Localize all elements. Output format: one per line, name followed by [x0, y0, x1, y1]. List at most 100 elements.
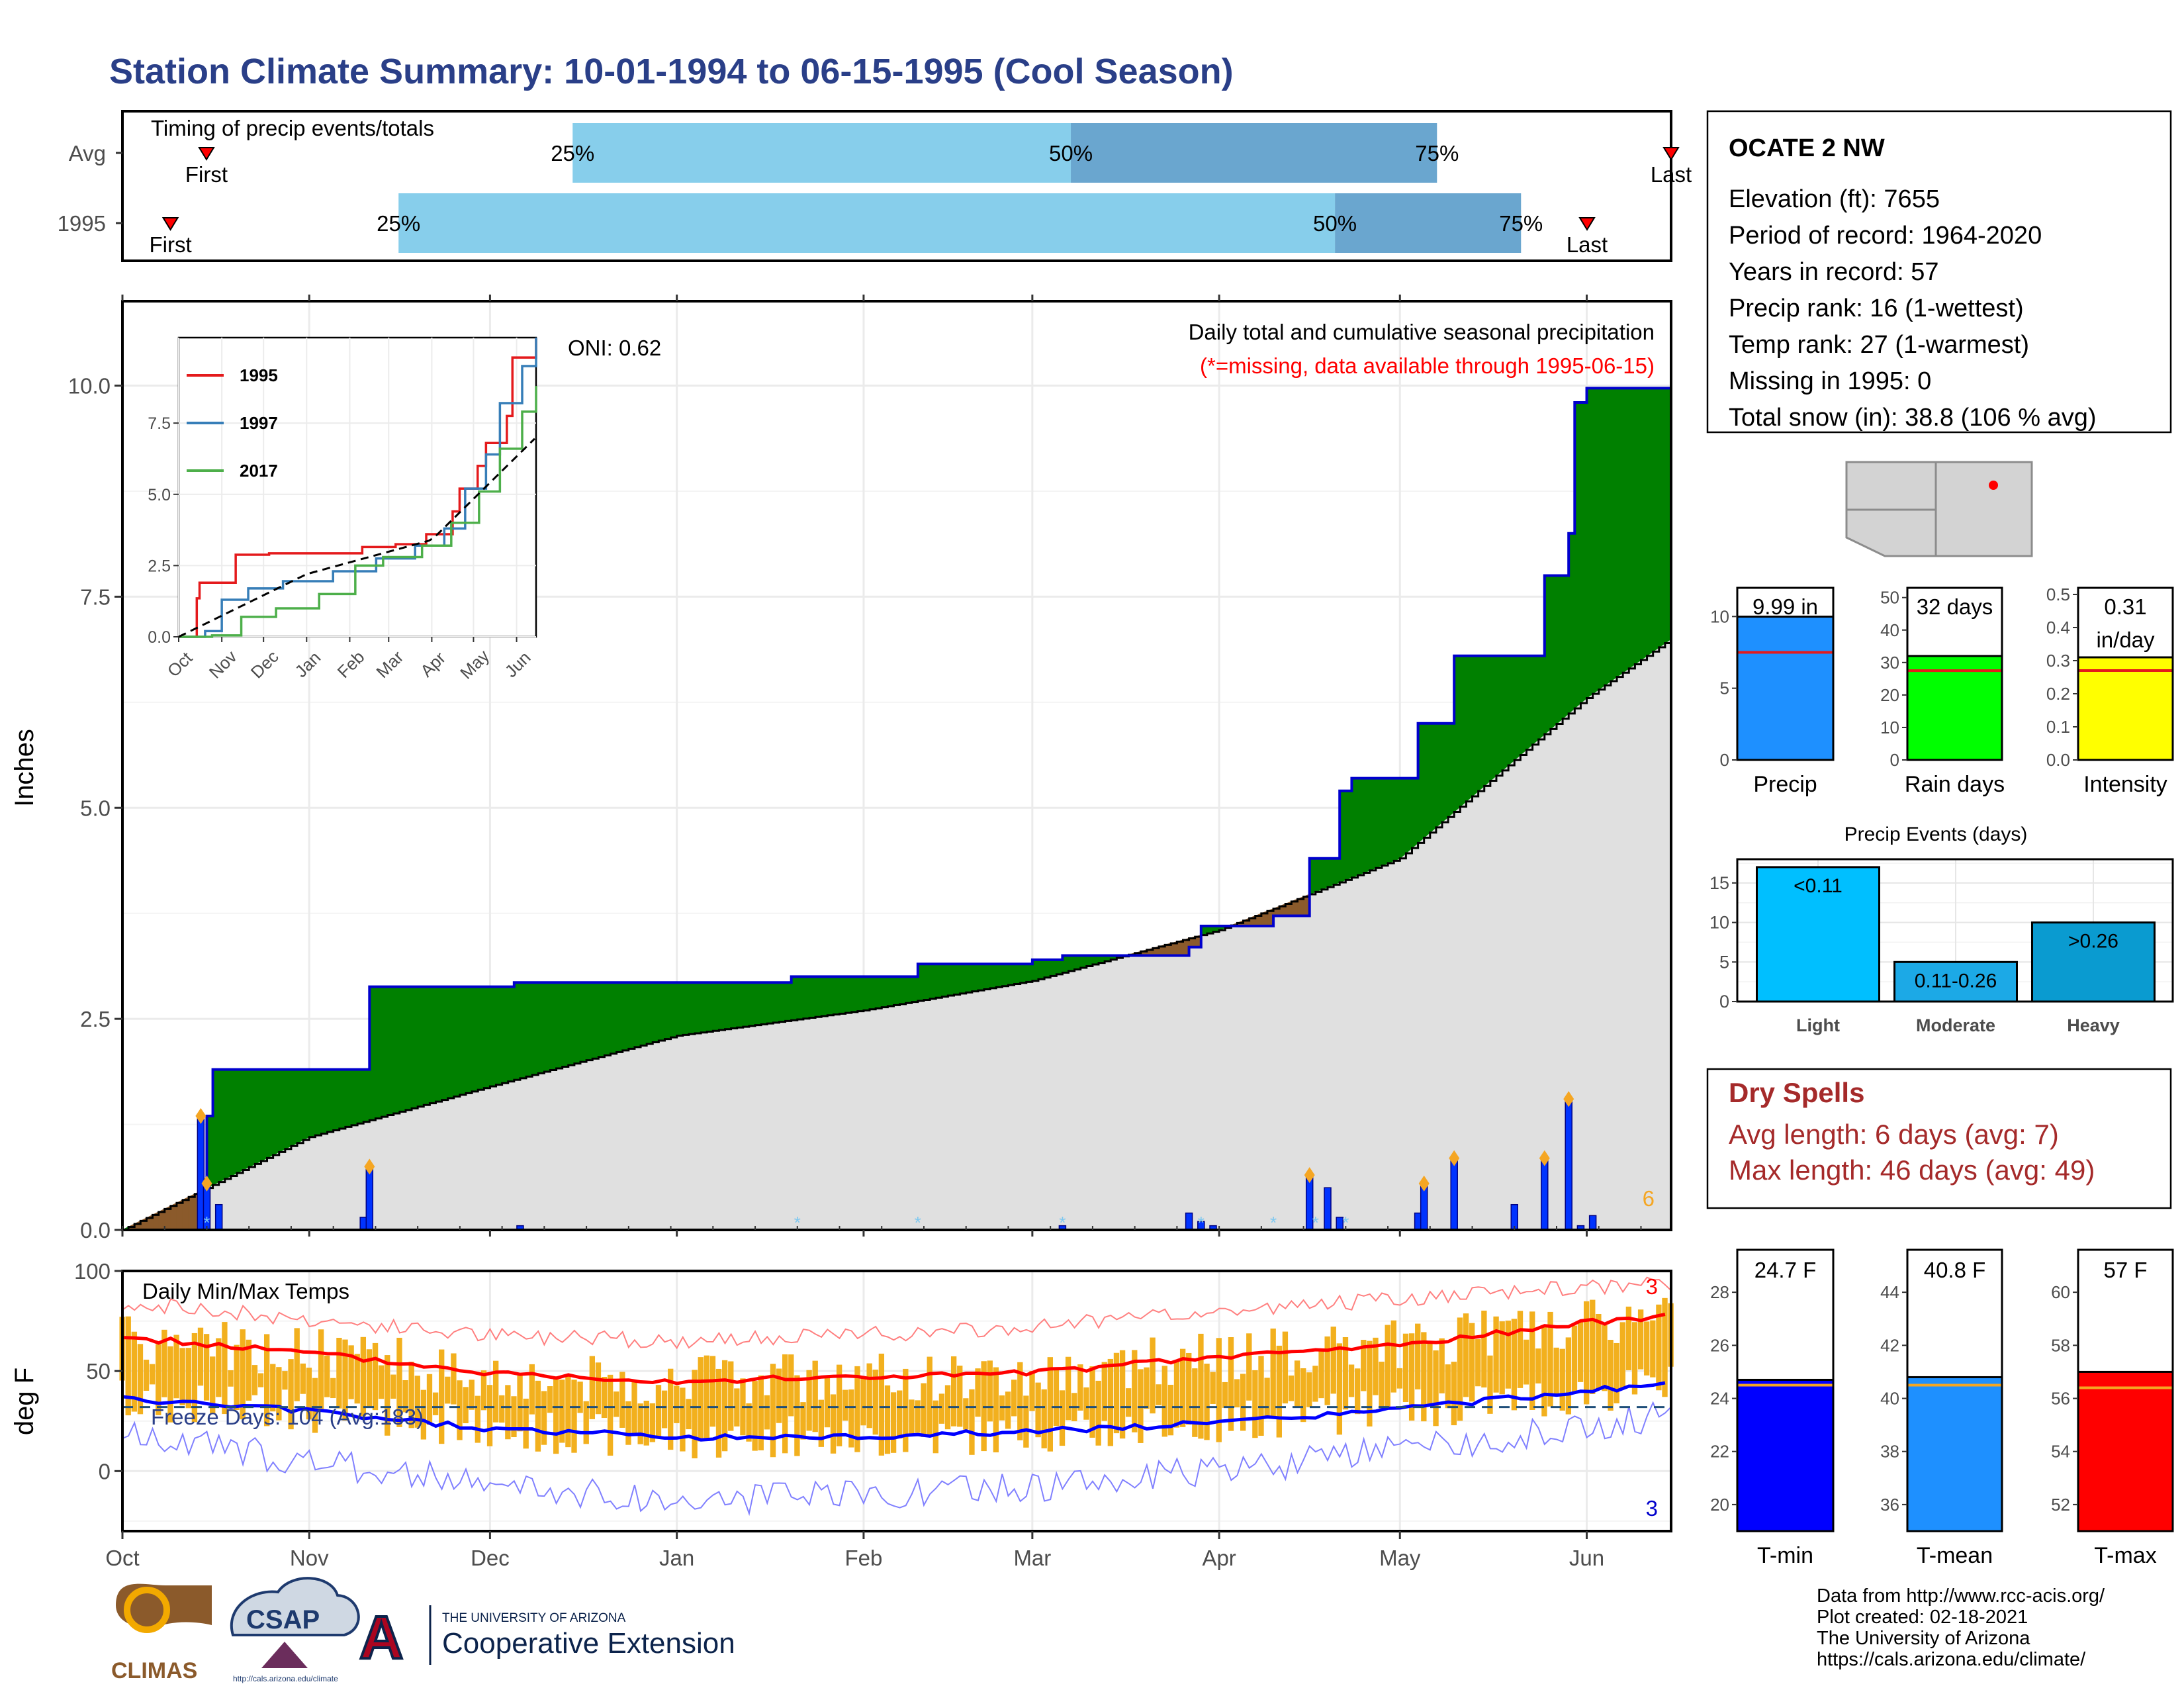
daily-temp-bar — [451, 1353, 457, 1405]
daily-temp-bar — [1427, 1342, 1433, 1407]
daily-temp-bar — [619, 1372, 625, 1428]
daily-temp-bar — [1644, 1321, 1650, 1376]
daily-temp-bar — [1481, 1310, 1487, 1388]
temp-summary-y-tick-label: 20 — [1710, 1495, 1729, 1515]
daily-temp-bar — [975, 1368, 981, 1417]
above-normal-area — [966, 963, 973, 993]
daily-temp-bar — [944, 1385, 951, 1430]
daily-temp-bar — [1662, 1297, 1668, 1397]
daily-temp-bar — [758, 1375, 764, 1450]
daily-temp-bar — [1119, 1350, 1126, 1439]
ua-a-logo: A — [359, 1604, 403, 1671]
above-normal-area — [754, 982, 762, 1026]
temp-x-tick-label: Mar — [1013, 1546, 1051, 1570]
daily-temp-bar — [318, 1329, 324, 1411]
above-normal-area — [477, 986, 484, 1090]
daily-temp-bar — [1029, 1370, 1035, 1411]
above-normal-area — [1490, 655, 1497, 782]
above-normal-area — [1321, 858, 1328, 890]
summary-bar — [1906, 655, 2003, 761]
above-normal-area — [296, 1069, 304, 1144]
above-normal-area — [1405, 778, 1412, 855]
events-category-label: Light — [1796, 1015, 1840, 1035]
summary-bar — [1736, 616, 1835, 761]
above-normal-area — [1538, 655, 1545, 741]
daily-temp-bar — [674, 1385, 680, 1423]
above-normal-area — [954, 963, 961, 996]
daily-temp-bar — [601, 1377, 608, 1419]
precip-panel-frame — [121, 300, 1672, 1231]
above-normal-area — [1520, 655, 1527, 756]
above-normal-area — [1430, 723, 1437, 833]
daily-temp-bar — [1355, 1368, 1361, 1415]
summary-value-label: 32 days — [1917, 594, 1993, 619]
above-normal-area — [652, 982, 659, 1043]
daily-temp-bar — [499, 1395, 505, 1423]
timing-p25-label: 25% — [551, 141, 594, 165]
above-normal-area — [333, 1069, 340, 1131]
daily-precip-bar — [214, 1203, 223, 1231]
daily-temp-bar — [137, 1344, 144, 1415]
daily-temp-bar — [1523, 1339, 1529, 1385]
above-normal-area — [314, 1069, 322, 1136]
precip-panel: * * * * * * * * 0.0 2.5 5.0 7.5 10.0 Inches Daily t… — [10, 295, 1672, 1243]
snow-marker — [1304, 1167, 1315, 1184]
above-normal-area — [989, 963, 997, 989]
above-normal-area — [1525, 655, 1533, 751]
above-normal-area — [1478, 655, 1485, 792]
temp-summary-y-tick-label: 44 — [1880, 1282, 1899, 1302]
above-normal-area — [640, 982, 647, 1047]
above-normal-area — [1556, 575, 1563, 725]
daily-temp-bar — [306, 1368, 312, 1420]
above-normal-area — [1496, 655, 1503, 776]
above-normal-area — [1514, 655, 1521, 761]
daily-temp-bar — [1294, 1360, 1300, 1407]
daily-temp-bar — [1463, 1313, 1469, 1397]
above-normal-area — [731, 982, 738, 1029]
temp-summary-value-label: 57 F — [2103, 1258, 2147, 1282]
above-normal-area — [1580, 402, 1588, 704]
station-location-dot — [1989, 481, 1998, 490]
above-normal-area — [718, 982, 726, 1031]
daily-temp-bar — [595, 1362, 602, 1415]
daily-temp-bar — [686, 1399, 692, 1430]
record-high-line — [122, 1276, 1672, 1350]
station-info-box: OCATE 2 NW Elevation (ft): 7655 Period of… — [1706, 110, 2172, 434]
locator-map — [1845, 461, 2033, 557]
daily-temp-bar — [1348, 1364, 1355, 1397]
summary-y-tick-label: 0.3 — [2046, 651, 2070, 671]
daily-temp-bar — [517, 1375, 523, 1432]
daily-temp-bar — [270, 1364, 276, 1412]
above-normal-area — [1333, 858, 1340, 886]
daily-temp-bar — [692, 1370, 698, 1459]
snow-marker — [1449, 1150, 1460, 1166]
above-normal-area — [471, 986, 478, 1092]
daily-temp-bar — [529, 1364, 535, 1415]
daily-temp-bar — [1161, 1366, 1167, 1437]
above-normal-area — [543, 982, 551, 1072]
daily-temp-bar — [240, 1329, 246, 1420]
temp-y-tick-label: 0 — [99, 1459, 111, 1483]
record-low-line — [122, 1401, 1672, 1517]
missing-data-asterisk: * — [1342, 1213, 1349, 1233]
summary-y-tick-label: 0.0 — [2046, 750, 2070, 770]
daily-temp-bar — [1186, 1352, 1192, 1425]
temp-summary-y-tick-label: 42 — [1880, 1335, 1899, 1355]
above-normal-area — [887, 976, 894, 1007]
daily-precip-bar — [1588, 1215, 1597, 1231]
temp-y-tick-label: 100 — [74, 1259, 111, 1284]
daily-temp-bar — [1065, 1356, 1071, 1421]
summary-y-tick-label: 0.2 — [2046, 684, 2070, 704]
above-normal-area — [580, 982, 587, 1062]
daily-temp-bar — [903, 1368, 909, 1452]
daily-temp-bar — [480, 1370, 487, 1411]
last-event-label: Last — [1567, 232, 1608, 257]
events-bar-label: <0.11 — [1794, 875, 1843, 897]
above-normal-area — [363, 1069, 370, 1123]
above-normal-area — [562, 982, 569, 1068]
above-normal-area — [947, 963, 954, 996]
temp-summary-frame — [2077, 1248, 2174, 1532]
timing-p50-label: 50% — [1049, 141, 1093, 165]
daily-temp-bar — [173, 1335, 179, 1399]
